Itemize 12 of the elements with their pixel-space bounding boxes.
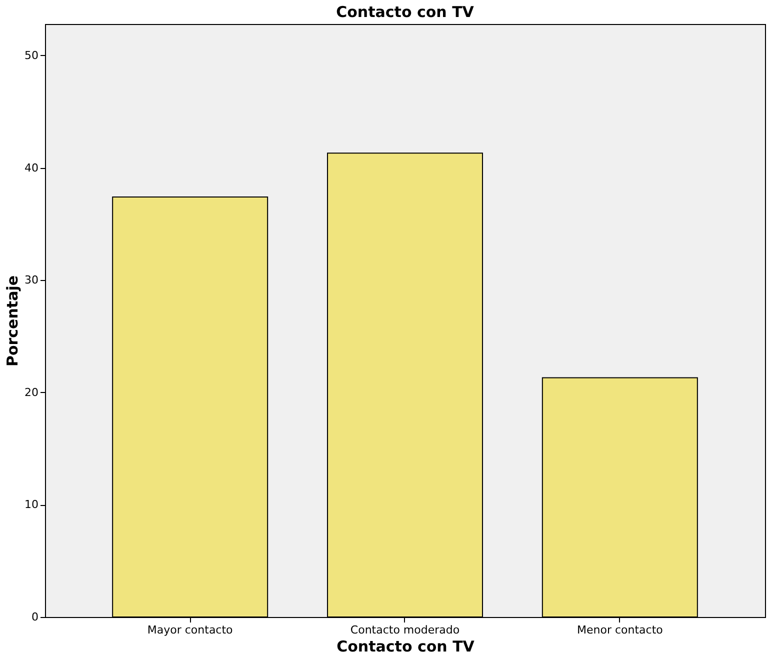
x-axis-title: Contacto con TV <box>336 638 475 656</box>
x-tick-label: Contacto moderado <box>350 624 460 636</box>
y-tick-label: 40 <box>24 161 38 174</box>
y-tick-label: 30 <box>24 274 38 287</box>
x-tick-label: Mayor contacto <box>147 624 234 636</box>
y-tick-label: 0 <box>32 610 38 624</box>
y-tick-label: 20 <box>24 386 38 399</box>
y-axis-title: Porcentaje <box>4 275 22 367</box>
x-tick-label: Menor contacto <box>576 624 664 636</box>
y-tick-label: 10 <box>24 498 38 512</box>
y-tick-label: 50 <box>24 48 38 62</box>
chart-title: Contacto con TV <box>336 3 474 21</box>
